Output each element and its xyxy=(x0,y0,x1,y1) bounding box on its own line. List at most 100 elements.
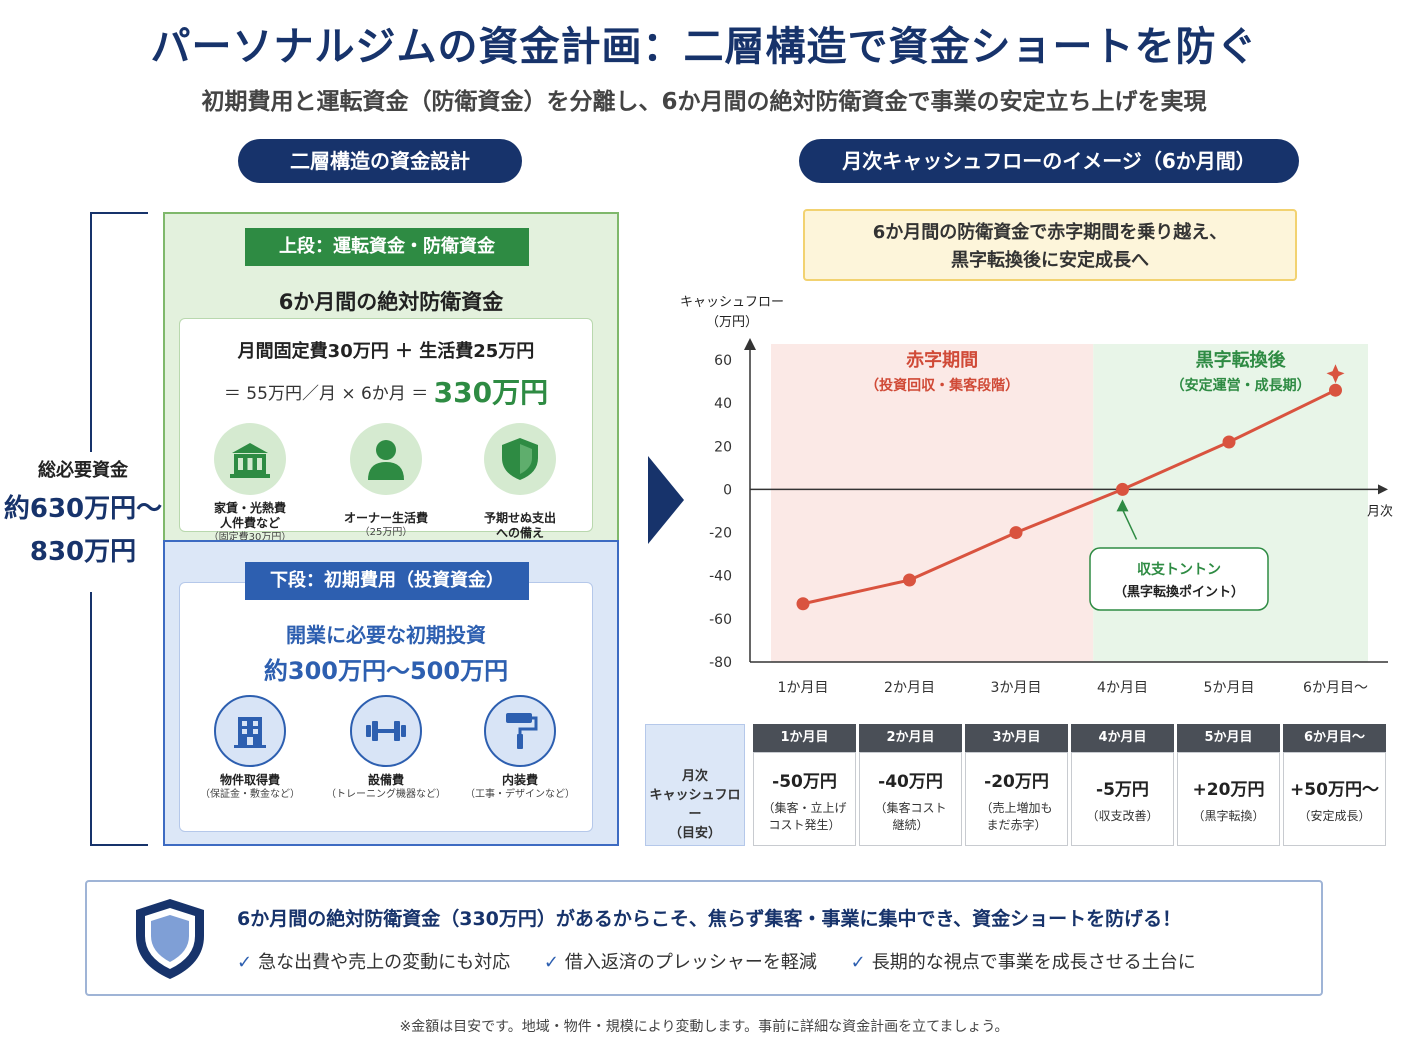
table-cell: -5万円 （収支改善） xyxy=(1071,752,1174,846)
building-icon xyxy=(214,423,286,495)
y-tick-label: 0 xyxy=(723,482,732,498)
lower-tier-box: 開業に必要な初期投資 約300万円〜500万円 物件取得費 （保証金・敷金など）… xyxy=(163,540,619,846)
annotation-pointer-icon xyxy=(1116,499,1129,512)
lower-item-main: 物件取得費 xyxy=(219,773,280,787)
data-point xyxy=(1116,482,1129,496)
x-tick-label: 3か月目 xyxy=(991,680,1042,696)
upper-tier-detail: 月間固定費30万円 ＋ 生活費25万円 ＝ 55万円／月 × 6か月 ＝ 330… xyxy=(179,318,593,543)
check-icon: ✓ xyxy=(237,952,253,973)
shield-icon xyxy=(484,423,556,495)
table-cell: -20万円 （売上増加も まだ赤字） xyxy=(965,752,1068,846)
upper-item-fixed-costs: 家賃・光熱費 人件費など （固定費30万円） xyxy=(182,423,318,544)
total-line2: 830万円 xyxy=(29,537,137,567)
table-header-cell: 5か月目 xyxy=(1177,724,1280,752)
lower-item-sub: （保証金・敷金など） xyxy=(200,789,300,800)
page-title: パーソナルジムの資金計画：二層構造で資金ショートを防ぐ xyxy=(150,24,1258,70)
lower-item-property: 物件取得費 （保証金・敷金など） xyxy=(182,695,318,801)
x-tick-label: 6か月目〜 xyxy=(1303,680,1368,696)
y-tick-label: -40 xyxy=(709,569,732,585)
lower-tier-detail: 開業に必要な初期投資 約300万円〜500万円 物件取得費 （保証金・敷金など）… xyxy=(179,582,593,832)
y-tick-label: 20 xyxy=(714,439,732,455)
y-tick-label: -60 xyxy=(709,612,732,628)
table-cell-note: （安定成長） xyxy=(1298,809,1371,823)
footnote: ※金額は目安です。地域・物件・規模により変動します。事前に詳細な資金計画を立てま… xyxy=(399,1019,1009,1035)
formula-total: 330万円 xyxy=(433,376,549,409)
upper-tier-label: 上段：運転資金・防衛資金 xyxy=(245,228,529,266)
office-building-icon xyxy=(214,695,286,767)
lower-item-main: 設備費 xyxy=(367,773,404,787)
upper-tier-heading: 6か月間の絶対防衛資金 xyxy=(278,290,504,314)
lower-item-main: 内装費 xyxy=(501,773,538,787)
lower-tier-heading: 開業に必要な初期投資 xyxy=(286,623,486,647)
y-tick-label: -20 xyxy=(709,526,732,542)
check-item: ✓ 急な出費や売上の変動にも対応 xyxy=(237,952,511,973)
chart-callout: 6か月間の防衛資金で赤字期間を乗り越え、 黒字転換後に安定成長へ xyxy=(803,209,1297,281)
annotation-box xyxy=(1089,547,1269,611)
x-axis-arrow-icon xyxy=(1378,484,1388,495)
region-title: 黒字転換後 xyxy=(1196,349,1287,371)
check-item: ✓ 借入返済のプレッシャーを軽減 xyxy=(543,952,817,973)
table-header-cell: 1か月目 xyxy=(753,724,856,752)
upper-item-living-costs: オーナー生活費 （25万円） xyxy=(318,423,454,539)
lower-item-interior: 内装費 （工事・デザインなど） xyxy=(452,695,588,801)
series-line xyxy=(802,388,1337,606)
y-tick-label: 60 xyxy=(714,353,732,369)
upper-item-main: 予期せぬ支出 への備え xyxy=(483,511,556,540)
upper-item-sub: （固定費30万円） xyxy=(208,532,292,543)
table-cell: +50万円〜 （安定成長） xyxy=(1283,752,1386,846)
x-axis-label: 月次 xyxy=(1367,503,1393,519)
table-header-cell: 6か月目〜 xyxy=(1283,724,1386,752)
table-cell-note: （売上増加も まだ赤字） xyxy=(980,801,1053,832)
table-cell: +20万円 （黒字転換） xyxy=(1177,752,1280,846)
total-funds: 総必要資金 約630万円〜 830万円 xyxy=(0,456,166,568)
y-tick-label: 40 xyxy=(714,396,732,412)
table-cell-value: -50万円 xyxy=(772,772,837,792)
region-title: 赤字期間 xyxy=(906,349,978,371)
paint-roller-icon xyxy=(484,695,556,767)
region-deficit xyxy=(771,344,1094,662)
x-tick-label: 4か月目 xyxy=(1097,680,1148,696)
formula-line1: 月間固定費30万円 ＋ 生活費25万円 xyxy=(237,341,535,362)
cashflow-chart: 赤字期間 （投資回収・集客段階） 黒字転換後 （安定運営・成長期） キャッシュフロー （万… xyxy=(680,295,1393,696)
callout-line1: 6か月間の防衛資金で赤字期間を乗り越え、 xyxy=(872,222,1228,243)
table-cell: -50万円 （集客・立上げ コスト発生） xyxy=(753,752,856,846)
lower-item-sub: （トレーニング機器など） xyxy=(326,789,446,800)
x-tick-label: 5か月目 xyxy=(1204,680,1255,696)
table-cell-note: （集客・立上げ コスト発生） xyxy=(762,801,847,832)
table-row-label: 月次 キャッシュフロー （目安） xyxy=(645,724,745,846)
table-cell-value: -20万円 xyxy=(984,772,1049,792)
annotation-title: 収支トントン xyxy=(1137,561,1221,578)
flow-arrow-icon xyxy=(648,456,684,544)
check-item: ✓ 長期的な視点で事業を成長させる土台に xyxy=(850,952,1196,973)
formula-prefix: ＝ 55万円／月 × 6か月 ＝ xyxy=(223,384,429,404)
annotation-connector xyxy=(1121,509,1138,540)
total-line1: 約630万円〜 xyxy=(3,494,163,524)
table-header-cell: 3か月目 xyxy=(965,724,1068,752)
formula-line2: ＝ 55万円／月 × 6か月 ＝ 330万円 xyxy=(180,371,592,411)
table-cell: -40万円 （集客コスト 継続） xyxy=(859,752,962,846)
callout-line2: 黒字転換後に安定成長へ xyxy=(951,250,1149,271)
left-section-pill: 二層構造の資金設計 xyxy=(238,139,522,183)
upper-item-sub: （25万円） xyxy=(359,527,413,538)
lower-tier-amount: 約300万円〜500万円 xyxy=(263,657,509,685)
x-tick-label: 1か月目 xyxy=(778,680,829,696)
dumbbell-icon xyxy=(350,695,422,767)
sparkle-icon xyxy=(1326,364,1345,384)
data-point xyxy=(1222,435,1236,449)
lower-item-sub: （工事・デザインなど） xyxy=(465,789,575,800)
table-cell-note: （集客コスト 継続） xyxy=(874,801,947,832)
table-cell-note: （収支改善） xyxy=(1086,809,1159,823)
data-point xyxy=(1329,383,1342,397)
data-point xyxy=(1009,526,1023,540)
table-cell-value: -40万円 xyxy=(878,772,943,792)
table-cell-value: +20万円 xyxy=(1192,780,1265,800)
check-icon: ✓ xyxy=(543,952,559,973)
data-point xyxy=(903,573,916,587)
summary-text: 6か月間の絶対防衛資金（330万円）があるからこそ、焦らず集客・事業に集中でき、… xyxy=(237,908,1182,930)
bottom-summary: 6か月間の絶対防衛資金（330万円）があるからこそ、焦らず集客・事業に集中でき、… xyxy=(85,880,1323,996)
check-list: ✓ 急な出費や売上の変動にも対応 ✓ 借入返済のプレッシャーを軽減 ✓ 長期的な視点で… xyxy=(237,948,1224,974)
data-point xyxy=(796,597,810,611)
annotation-subtitle: （黒字転換ポイント） xyxy=(1114,584,1244,600)
lower-item-equipment: 設備費 （トレーニング機器など） xyxy=(318,695,454,801)
lower-tier-label: 下段：初期費用（投資資金） xyxy=(245,562,529,600)
